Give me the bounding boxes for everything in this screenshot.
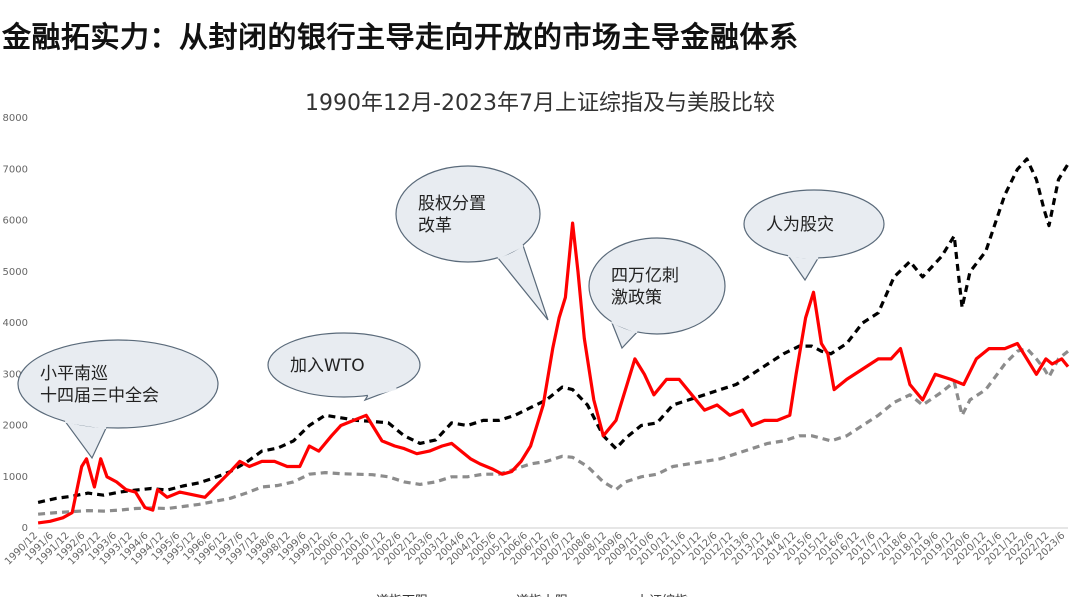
callout-joint xyxy=(787,254,819,260)
callout-bubble xyxy=(17,339,219,429)
y-tick-label: 4000 xyxy=(3,318,28,329)
y-tick-label: 0 xyxy=(22,523,28,534)
callout-bubble xyxy=(588,237,726,335)
callout-joint xyxy=(497,243,524,260)
callout-pointer xyxy=(787,255,819,282)
series-lines xyxy=(37,157,1070,525)
callout-text: 激政策 xyxy=(611,288,662,308)
callout: 人为股灾 xyxy=(743,189,885,282)
callout-pointer xyxy=(610,321,638,350)
y-tick-label: 7000 xyxy=(3,164,28,175)
callout-bubble xyxy=(267,332,421,398)
callout-text: 改革 xyxy=(418,216,452,236)
chart-title: 1990年12月-2023年7月上证综指及与美股比较 xyxy=(305,91,775,116)
callout-text: 十四届三中全会 xyxy=(40,386,159,406)
callout-text: 加入WTO xyxy=(290,356,365,376)
callout: 加入WTO xyxy=(267,332,421,402)
callout-joint xyxy=(610,320,638,334)
axes: 0100020003000400050006000700080001990/12… xyxy=(3,113,1068,567)
callout-joint xyxy=(64,419,107,430)
series-line xyxy=(37,221,1070,525)
callout-text: 四万亿刺 xyxy=(611,266,679,286)
callout-text: 人为股灾 xyxy=(766,215,834,235)
callout-text: 小平南巡 xyxy=(40,364,108,384)
legend-label: 道指下限 xyxy=(376,594,428,597)
legend-label: 道指上限 xyxy=(516,594,568,597)
callout-pointer xyxy=(64,420,107,460)
legend-label: 上证综指 xyxy=(636,594,688,597)
series-line xyxy=(37,157,1070,504)
callout-bubble xyxy=(395,165,541,263)
y-tick-label: 5000 xyxy=(3,267,28,278)
y-tick-label: 1000 xyxy=(3,472,28,483)
y-tick-label: 8000 xyxy=(3,113,28,124)
legend: 道指下限 道指上限 上证综指 xyxy=(376,594,688,597)
y-tick-label: 2000 xyxy=(3,421,28,432)
callout-text: 股权分置 xyxy=(418,194,486,214)
callout-pointer xyxy=(497,244,549,321)
page-headline: 金融拓实力：从封闭的银行主导走向开放的市场主导金融体系 xyxy=(2,20,799,54)
y-tick-label: 3000 xyxy=(3,369,28,380)
y-tick-label: 6000 xyxy=(3,216,28,227)
callout-joint xyxy=(367,386,397,397)
